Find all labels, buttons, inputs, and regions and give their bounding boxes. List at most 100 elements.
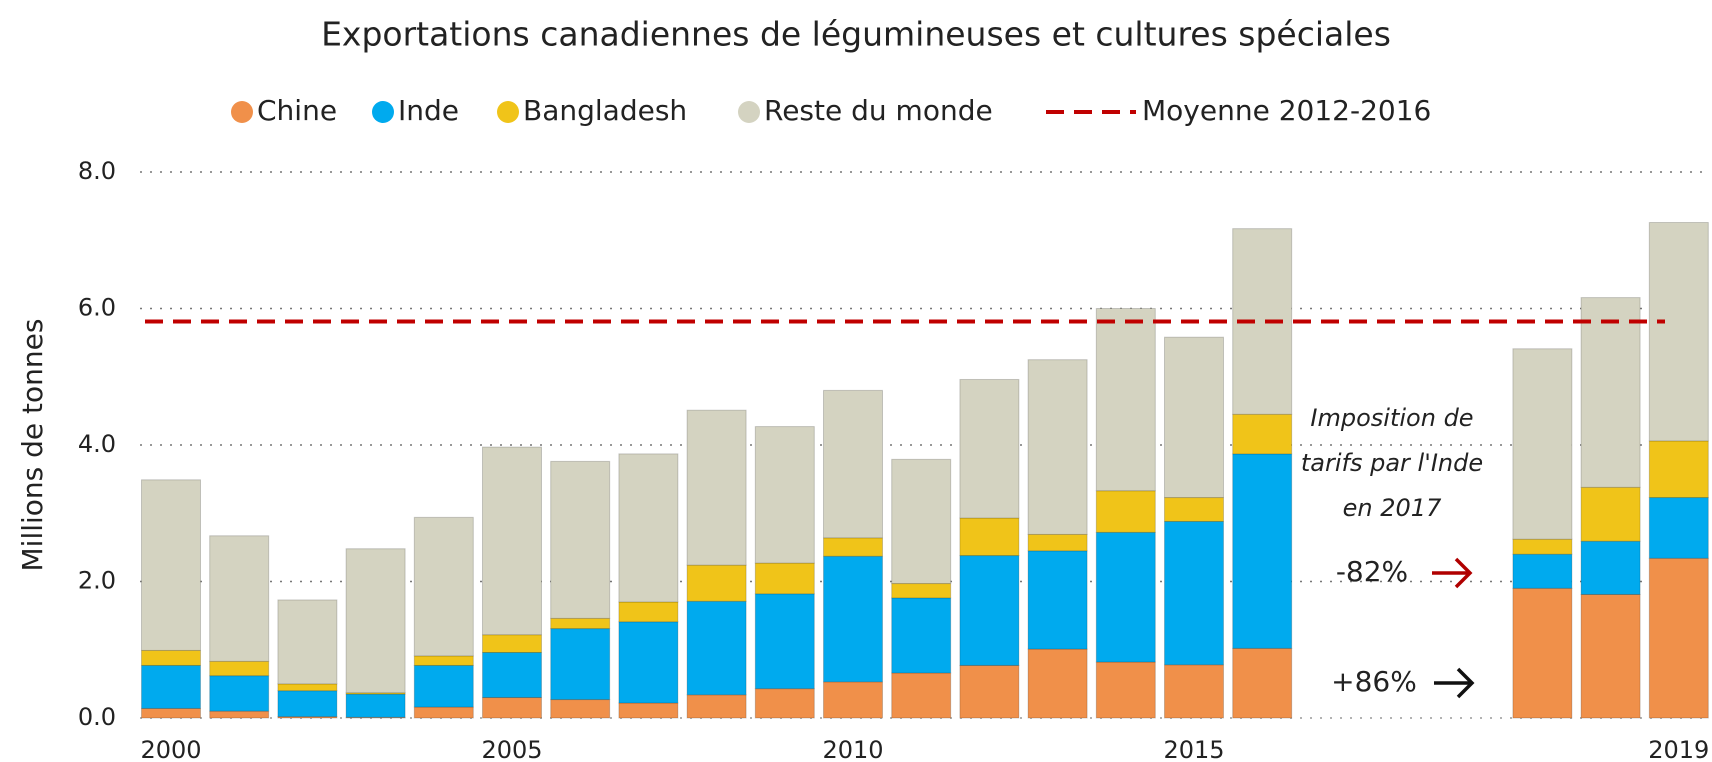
- bar-segment: [413, 706, 474, 719]
- bar-segment: [1648, 497, 1709, 559]
- bar-segment: [686, 564, 747, 602]
- legend-label: Reste du monde: [764, 94, 993, 127]
- bar-segment: [141, 707, 201, 719]
- bar-segment: [482, 446, 542, 636]
- bar-segment: [482, 634, 542, 653]
- bar-segment: [1027, 648, 1088, 719]
- bar-segment: [413, 655, 474, 666]
- bar-segment: [754, 562, 815, 595]
- bar-segment: [891, 583, 952, 599]
- bar-segment: [823, 537, 883, 557]
- chart-title: Exportations canadiennes de légumineuses…: [321, 15, 1391, 54]
- bar-segment: [754, 593, 815, 690]
- bar-segment: [1095, 490, 1156, 533]
- bar-segment: [1095, 531, 1156, 663]
- bar-segment: [550, 699, 611, 719]
- y-tick-label: 8.0: [78, 157, 116, 185]
- bar-segment: [1232, 647, 1293, 719]
- bar-segment: [959, 517, 1020, 557]
- bar-segment: [891, 458, 952, 585]
- legend-label: Inde: [398, 94, 459, 127]
- legend-swatch: [738, 101, 760, 123]
- bar-segment: [482, 651, 542, 699]
- bar-segment: [823, 555, 883, 683]
- y-tick-label: 0.0: [78, 703, 116, 731]
- x-tick-label: 2015: [1163, 736, 1224, 762]
- bar-segment: [141, 664, 201, 709]
- legend-label: Chine: [257, 94, 337, 127]
- bar-segment: [1648, 440, 1709, 499]
- arrow: [1434, 667, 1475, 699]
- bar-segment: [1027, 359, 1088, 535]
- legend-label: Moyenne 2012-2016: [1142, 94, 1431, 127]
- bar-segment: [618, 702, 679, 719]
- bar-segment: [550, 617, 611, 630]
- y-tick-label: 4.0: [78, 430, 116, 458]
- y-axis-label: Millions de tonnes: [16, 319, 49, 572]
- bar-segment: [482, 697, 542, 719]
- legend-swatch: [497, 101, 519, 123]
- bar-segment: [618, 453, 679, 603]
- annotation-change: -82%: [1336, 555, 1408, 588]
- bar-segment: [413, 664, 474, 708]
- bar-segment: [618, 621, 679, 704]
- bar-segment: [618, 601, 679, 623]
- x-tick-label: 2019: [1648, 736, 1709, 762]
- bar-segment: [209, 710, 270, 719]
- annotation-text: en 2017: [1343, 494, 1442, 522]
- bar-segment: [1164, 336, 1224, 499]
- bar-segment: [1232, 413, 1293, 455]
- annotation-change: +86%: [1331, 665, 1417, 698]
- legend-swatch: [231, 101, 253, 123]
- bar-segment: [277, 599, 338, 685]
- bar-segment: [1580, 297, 1641, 488]
- bar-segment: [823, 681, 883, 719]
- bar-segment: [1095, 661, 1156, 719]
- bar-segment: [1580, 540, 1641, 595]
- bar-segment: [891, 672, 952, 719]
- bar-segment: [209, 535, 270, 662]
- bar-segment: [1580, 486, 1641, 542]
- bar-segment: [550, 628, 611, 701]
- bar-segment: [1512, 587, 1573, 719]
- bar-segment: [1164, 520, 1224, 666]
- y-tick-label: 2.0: [78, 567, 116, 595]
- bar-segment: [686, 600, 747, 696]
- bar-segment: [1232, 453, 1293, 649]
- bar-segment: [1648, 222, 1709, 442]
- bar-segment: [1512, 538, 1573, 555]
- x-tick-label: 2005: [481, 736, 542, 762]
- legend-swatch: [372, 101, 394, 123]
- x-tick-label: 2000: [140, 736, 201, 762]
- bar-segment: [686, 694, 747, 719]
- bar-segment: [209, 675, 270, 712]
- bar-segment: [1580, 593, 1641, 719]
- bar-segment: [1027, 550, 1088, 650]
- bar-segment: [141, 479, 201, 651]
- x-tick-label: 2010: [822, 736, 883, 762]
- bar-segment: [277, 683, 338, 692]
- bar-segment: [959, 555, 1020, 666]
- bar-segment: [959, 378, 1020, 519]
- bar-segment: [754, 688, 815, 719]
- bar-segment: [345, 693, 406, 718]
- bar-segment: [413, 516, 474, 657]
- bar-segment: [1027, 533, 1088, 552]
- annotation-text: tarifs par l'Inde: [1301, 449, 1483, 477]
- bar-segment: [959, 664, 1020, 719]
- bar-segment: [1095, 308, 1156, 492]
- annotation-text: Imposition de: [1310, 404, 1473, 432]
- bar-segment: [754, 426, 815, 564]
- bar-segment: [345, 548, 406, 694]
- bar-segment: [891, 597, 952, 674]
- bar-segment: [1164, 497, 1224, 522]
- arrow: [1432, 557, 1473, 589]
- bar-segment: [823, 389, 883, 539]
- bar-segment: [1164, 664, 1224, 719]
- bar-segment: [1512, 348, 1573, 540]
- bar-segment: [1648, 557, 1709, 719]
- bar-segment: [550, 460, 611, 619]
- bar-segment: [277, 690, 338, 718]
- legend-label: Bangladesh: [523, 94, 687, 127]
